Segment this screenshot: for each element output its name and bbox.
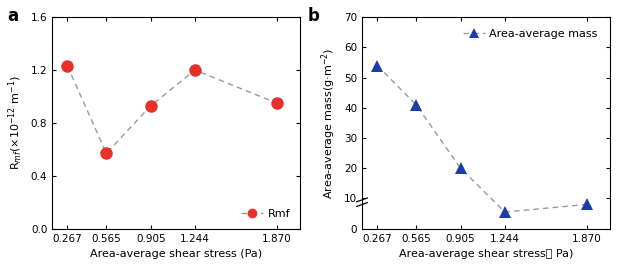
Legend: Area-average mass: Area-average mass [458, 25, 602, 44]
Legend: Rmf: Rmf [236, 204, 295, 223]
Y-axis label: Area-average mass(g·m$^{-2}$): Area-average mass(g·m$^{-2}$) [320, 47, 339, 198]
X-axis label: Area-average shear stress (Pa): Area-average shear stress (Pa) [90, 249, 262, 259]
Text: a: a [7, 7, 19, 25]
Y-axis label: R$_{mf}$(×10$^{-12}$ m$^{-1}$): R$_{mf}$(×10$^{-12}$ m$^{-1}$) [7, 76, 25, 170]
X-axis label: Area-average shear stress（ Pa): Area-average shear stress（ Pa) [399, 249, 573, 259]
Text: b: b [307, 7, 319, 25]
